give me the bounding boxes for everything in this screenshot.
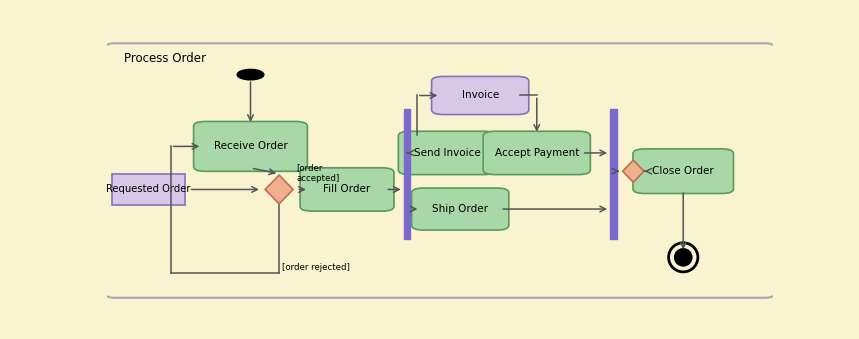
FancyBboxPatch shape xyxy=(483,131,590,175)
Polygon shape xyxy=(623,160,644,182)
FancyBboxPatch shape xyxy=(112,174,186,205)
Text: Fill Order: Fill Order xyxy=(323,184,371,195)
Text: Ship Order: Ship Order xyxy=(432,204,488,214)
Text: Receive Order: Receive Order xyxy=(214,141,288,152)
Polygon shape xyxy=(265,175,293,204)
Text: Close Order: Close Order xyxy=(652,166,714,176)
FancyBboxPatch shape xyxy=(610,108,617,239)
Text: Process Order: Process Order xyxy=(124,53,206,65)
FancyBboxPatch shape xyxy=(399,131,496,175)
Text: [order
accepted]: [order accepted] xyxy=(296,163,339,183)
FancyBboxPatch shape xyxy=(404,108,411,239)
Text: Requested Order: Requested Order xyxy=(107,184,191,195)
FancyBboxPatch shape xyxy=(411,188,509,230)
FancyBboxPatch shape xyxy=(106,43,775,298)
Ellipse shape xyxy=(674,249,691,266)
FancyBboxPatch shape xyxy=(300,168,394,211)
FancyBboxPatch shape xyxy=(431,76,529,115)
Ellipse shape xyxy=(237,69,264,80)
Text: Send Invoice: Send Invoice xyxy=(413,148,480,158)
Text: Invoice: Invoice xyxy=(461,91,499,100)
FancyBboxPatch shape xyxy=(633,149,734,194)
Text: Accept Payment: Accept Payment xyxy=(495,148,579,158)
Text: [order rejected]: [order rejected] xyxy=(283,263,350,272)
FancyBboxPatch shape xyxy=(193,121,308,171)
